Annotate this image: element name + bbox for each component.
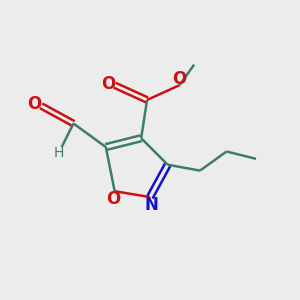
Text: O: O	[28, 95, 42, 113]
Text: H: H	[53, 146, 64, 160]
Text: O: O	[101, 75, 115, 93]
Text: N: N	[145, 196, 158, 214]
Text: O: O	[172, 70, 187, 88]
Text: O: O	[106, 190, 120, 208]
